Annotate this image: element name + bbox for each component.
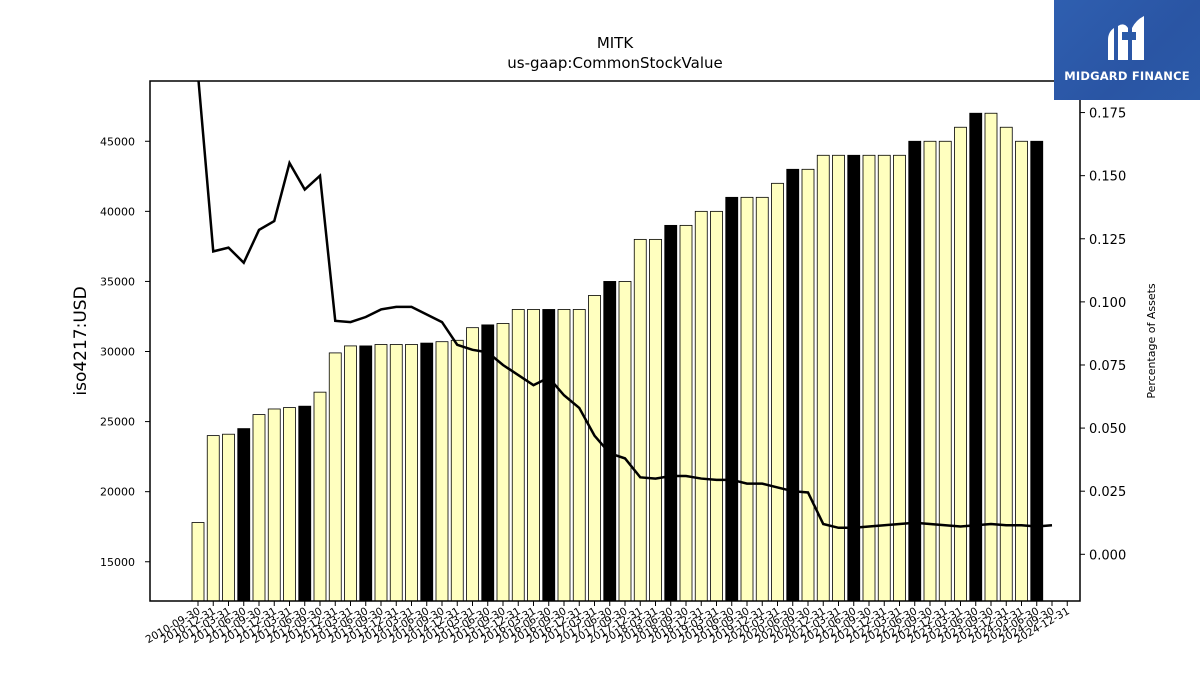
y2-tick-label-6: 0.125 <box>1089 233 1126 248</box>
bar-54 <box>999 126 1013 602</box>
bar-36 <box>725 196 739 602</box>
bar-53 <box>984 112 998 602</box>
logo-mark-icon <box>1108 16 1144 60</box>
bar-14 <box>389 344 403 602</box>
line-series <box>197 81 1053 530</box>
bar-10 <box>328 352 342 602</box>
bar-31 <box>649 238 662 602</box>
bar-33 <box>679 224 693 602</box>
y-tick-label-1: 15000 <box>100 556 135 569</box>
bar-56 <box>1030 140 1044 602</box>
bar-13 <box>374 344 388 602</box>
bar-50 <box>938 140 952 602</box>
y-axis-left: 15000 20000 25000 30000 35000 40000 45000 <box>100 135 150 569</box>
brand-logo: MIDGARD FINANCE <box>1054 0 1200 100</box>
logo-text: MIDGARD FINANCE <box>1064 69 1190 83</box>
x-axis: 2010-09-302010-12-312011-03-312011-06-30… <box>144 601 1072 646</box>
y-tick-label-7: 45000 <box>100 135 135 148</box>
bar-42 <box>816 154 830 602</box>
y2-tick-label-7: 0.150 <box>1089 170 1126 185</box>
bar-20 <box>481 324 495 602</box>
y-tick-label-3: 25000 <box>100 416 135 429</box>
y2-tick-label-5: 0.100 <box>1089 296 1126 311</box>
bar-22 <box>511 309 525 602</box>
y2-tick-label-4: 0.075 <box>1089 359 1126 374</box>
bar-37 <box>740 196 754 602</box>
bar-30 <box>633 238 647 602</box>
bar-23 <box>527 309 540 602</box>
bar-9 <box>313 391 327 602</box>
bar-17 <box>435 341 449 602</box>
y-axis-right: 0.000 0.025 0.050 0.075 0.100 0.125 0.150 0.175 <box>1080 107 1126 563</box>
bar-1 <box>191 522 205 602</box>
bar-48 <box>908 140 922 602</box>
y-tick-label-2: 20000 <box>100 486 135 499</box>
bar-19 <box>466 327 479 602</box>
bar-51 <box>954 126 967 602</box>
percentage-line <box>197 81 1053 530</box>
bar-32 <box>664 224 678 602</box>
bar-28 <box>603 281 617 602</box>
bar-15 <box>405 344 418 602</box>
y-tick-label-5: 35000 <box>100 275 135 288</box>
bar-43 <box>832 154 845 602</box>
y2-tick-label-3: 0.050 <box>1089 422 1126 437</box>
bar-7 <box>283 407 296 602</box>
y2-axis-label: Percentage of Assets <box>1145 283 1158 399</box>
y2-tick-label-1: 0.000 <box>1089 548 1126 563</box>
bar-55 <box>1015 140 1028 602</box>
plot-frame <box>149 80 1081 602</box>
bar-2 <box>206 435 220 602</box>
bar-41 <box>801 168 815 602</box>
bar-27 <box>588 295 601 602</box>
bar-8 <box>298 405 312 602</box>
bar-series <box>191 112 1044 602</box>
y-tick-label-4: 30000 <box>100 346 135 359</box>
bar-26 <box>572 309 586 602</box>
bar-18 <box>450 339 464 602</box>
bar-49 <box>923 140 937 602</box>
bar-52 <box>969 112 983 602</box>
bar-38 <box>755 196 769 602</box>
bar-6 <box>267 408 281 602</box>
bar-11 <box>344 345 357 602</box>
bar-40 <box>786 168 800 602</box>
bar-5 <box>252 414 266 602</box>
bar-12 <box>359 345 373 602</box>
bar-4 <box>237 428 251 602</box>
bar-3 <box>222 433 235 602</box>
y-axis-label: iso4217:USD <box>71 286 91 395</box>
bar-46 <box>877 154 891 602</box>
y2-tick-label-2: 0.025 <box>1089 485 1126 500</box>
bar-25 <box>557 309 571 602</box>
bar-16 <box>420 342 434 602</box>
bar-47 <box>893 154 906 602</box>
bar-35 <box>710 210 723 602</box>
bar-45 <box>862 154 876 602</box>
bar-34 <box>694 210 708 602</box>
y-tick-label-6: 40000 <box>100 205 135 218</box>
chart-subtitle: us-gaap:CommonStockValue <box>507 54 722 72</box>
bar-29 <box>618 281 632 602</box>
bar-39 <box>771 182 784 602</box>
y2-tick-label-8: 0.175 <box>1089 107 1126 122</box>
bar-44 <box>847 154 861 602</box>
chart-title: MITK <box>597 34 635 52</box>
bar-24 <box>542 309 556 602</box>
